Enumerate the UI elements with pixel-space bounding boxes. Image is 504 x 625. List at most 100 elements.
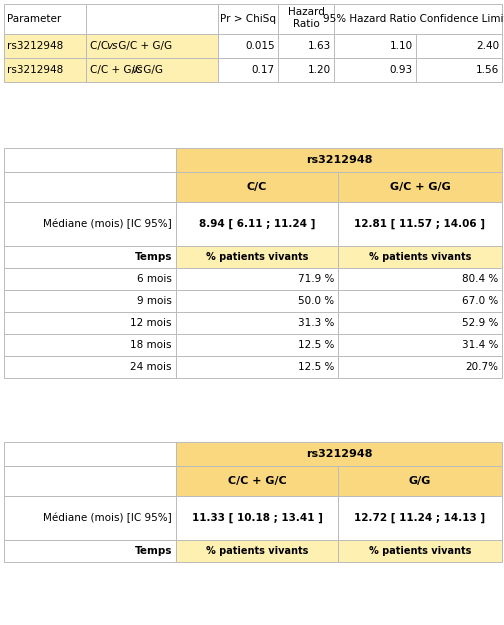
Bar xyxy=(176,466,338,496)
Bar xyxy=(278,4,334,34)
Text: G/C + G/G: G/C + G/G xyxy=(115,41,172,51)
Bar xyxy=(176,172,338,202)
Bar xyxy=(338,290,502,312)
Text: C/C: C/C xyxy=(90,41,111,51)
Text: % patients vivants: % patients vivants xyxy=(206,546,308,556)
Text: 20.7%: 20.7% xyxy=(465,362,498,372)
Bar xyxy=(4,442,176,466)
Bar xyxy=(176,356,338,378)
Text: C/C: C/C xyxy=(247,182,267,192)
Bar xyxy=(4,496,176,540)
Bar xyxy=(4,268,176,290)
Bar xyxy=(176,148,502,172)
Bar xyxy=(176,246,338,268)
Text: 1.63: 1.63 xyxy=(308,41,331,51)
Text: 2.40: 2.40 xyxy=(476,41,499,51)
Text: Temps: Temps xyxy=(135,546,172,556)
Text: Parameter: Parameter xyxy=(7,14,61,24)
Text: Ratio: Ratio xyxy=(293,19,320,29)
Text: 71.9 %: 71.9 % xyxy=(298,274,334,284)
Text: Pr > ChiSq: Pr > ChiSq xyxy=(220,14,276,24)
Text: 18 mois: 18 mois xyxy=(131,340,172,350)
Bar xyxy=(218,34,278,58)
Bar xyxy=(4,312,176,334)
Text: 11.33 [ 10.18 ; 13.41 ]: 11.33 [ 10.18 ; 13.41 ] xyxy=(192,513,323,523)
Text: rs3212948: rs3212948 xyxy=(306,449,372,459)
Text: vs: vs xyxy=(107,41,118,51)
Text: 12 mois: 12 mois xyxy=(131,318,172,328)
Bar xyxy=(176,312,338,334)
Bar xyxy=(4,34,86,58)
Text: 0.93: 0.93 xyxy=(390,65,413,75)
Text: rs3212948: rs3212948 xyxy=(7,41,63,51)
Text: 95% Hazard Ratio Confidence Limits: 95% Hazard Ratio Confidence Limits xyxy=(323,14,504,24)
Bar xyxy=(4,466,176,496)
Bar xyxy=(4,148,176,172)
Text: 9 mois: 9 mois xyxy=(137,296,172,306)
Text: Médiane (mois) [IC 95%]: Médiane (mois) [IC 95%] xyxy=(43,512,172,523)
Bar xyxy=(338,268,502,290)
Bar xyxy=(4,246,176,268)
Bar xyxy=(176,268,338,290)
Bar xyxy=(176,202,338,246)
Text: % patients vivants: % patients vivants xyxy=(369,252,471,262)
Bar xyxy=(338,334,502,356)
Text: % patients vivants: % patients vivants xyxy=(369,546,471,556)
Text: Hazard: Hazard xyxy=(288,7,325,17)
Bar xyxy=(338,202,502,246)
Text: G/C + G/G: G/C + G/G xyxy=(390,182,451,192)
Bar xyxy=(338,540,502,562)
Text: 67.0 %: 67.0 % xyxy=(462,296,498,306)
Bar xyxy=(176,334,338,356)
Bar xyxy=(338,466,502,496)
Text: rs3212948: rs3212948 xyxy=(306,155,372,165)
Bar xyxy=(86,58,218,82)
Bar xyxy=(176,540,338,562)
Text: 12.5 %: 12.5 % xyxy=(298,362,334,372)
Text: 31.3 %: 31.3 % xyxy=(298,318,334,328)
Bar xyxy=(416,58,502,82)
Text: 24 mois: 24 mois xyxy=(131,362,172,372)
Bar xyxy=(4,334,176,356)
Bar xyxy=(4,290,176,312)
Bar xyxy=(338,172,502,202)
Bar xyxy=(4,356,176,378)
Bar xyxy=(338,356,502,378)
Text: 12.5 %: 12.5 % xyxy=(298,340,334,350)
Bar xyxy=(176,442,502,466)
Bar xyxy=(4,540,176,562)
Text: vs: vs xyxy=(132,65,143,75)
Text: 0.015: 0.015 xyxy=(245,41,275,51)
Bar xyxy=(416,34,502,58)
Text: Médiane (mois) [IC 95%]: Médiane (mois) [IC 95%] xyxy=(43,219,172,229)
Bar xyxy=(86,4,218,34)
Text: 1.20: 1.20 xyxy=(308,65,331,75)
Bar xyxy=(4,4,86,34)
Bar xyxy=(4,202,176,246)
Text: 12.72 [ 11.24 ; 14.13 ]: 12.72 [ 11.24 ; 14.13 ] xyxy=(354,513,485,523)
Bar xyxy=(278,58,334,82)
Text: 80.4 %: 80.4 % xyxy=(462,274,498,284)
Text: 1.56: 1.56 xyxy=(476,65,499,75)
Bar xyxy=(338,246,502,268)
Bar xyxy=(86,34,218,58)
Bar xyxy=(338,312,502,334)
Text: rs3212948: rs3212948 xyxy=(7,65,63,75)
Bar xyxy=(334,4,502,34)
Text: 52.9 %: 52.9 % xyxy=(462,318,498,328)
Bar xyxy=(278,34,334,58)
Text: 12.81 [ 11.57 ; 14.06 ]: 12.81 [ 11.57 ; 14.06 ] xyxy=(354,219,485,229)
Bar xyxy=(334,34,416,58)
Text: 31.4 %: 31.4 % xyxy=(462,340,498,350)
Bar xyxy=(218,4,278,34)
Bar xyxy=(334,58,416,82)
Bar xyxy=(218,58,278,82)
Text: % patients vivants: % patients vivants xyxy=(206,252,308,262)
Text: 8.94 [ 6.11 ; 11.24 ]: 8.94 [ 6.11 ; 11.24 ] xyxy=(199,219,315,229)
Text: 1.10: 1.10 xyxy=(390,41,413,51)
Text: 0.17: 0.17 xyxy=(252,65,275,75)
Bar xyxy=(4,172,176,202)
Text: G/G: G/G xyxy=(409,476,431,486)
Bar xyxy=(4,58,86,82)
Text: C/C + G/C: C/C + G/C xyxy=(90,65,146,75)
